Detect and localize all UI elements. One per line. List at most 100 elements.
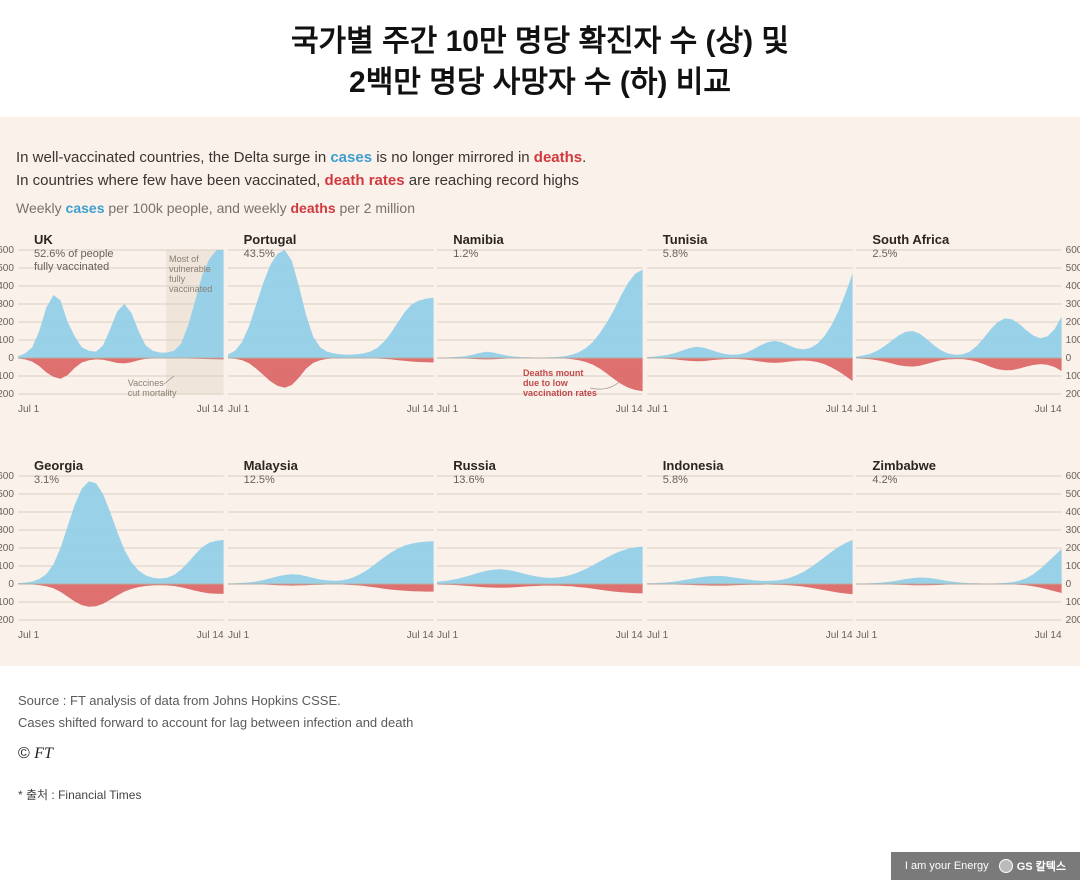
- svg-text:Jul 1: Jul 1: [856, 630, 878, 641]
- death-rates-word: death rates: [325, 172, 405, 189]
- svg-text:600: 600: [1066, 471, 1080, 482]
- svg-text:Jul 1: Jul 1: [437, 404, 459, 415]
- panel-country: Zimbabwe: [872, 458, 936, 473]
- svg-text:400: 400: [0, 507, 14, 518]
- svg-text:0: 0: [1066, 579, 1072, 590]
- panel-vax-pct: 13.6%: [453, 474, 484, 487]
- svg-text:400: 400: [1066, 507, 1080, 518]
- svg-text:Jul 14: Jul 14: [616, 404, 643, 415]
- svg-text:200: 200: [1066, 317, 1080, 328]
- svg-text:100: 100: [1066, 561, 1080, 572]
- svg-text:Jul 14: Jul 14: [406, 630, 433, 641]
- svg-text:Jul 14: Jul 14: [197, 630, 224, 641]
- svg-text:500: 500: [0, 489, 14, 500]
- chart-panel: South Africa2.5%600500400300200100100200…: [854, 238, 1064, 418]
- svg-text:500: 500: [1066, 263, 1080, 274]
- svg-text:100: 100: [1066, 597, 1080, 608]
- svg-text:Jul 1: Jul 1: [856, 404, 878, 415]
- svg-text:200: 200: [0, 543, 14, 554]
- chart-panel: Tunisia5.8%Jul 1Jul 14: [645, 238, 855, 418]
- gs-brand: GS 칼텍스: [999, 858, 1066, 874]
- source-block: Source : FT analysis of data from Johns …: [0, 666, 1080, 806]
- svg-text:Jul 1: Jul 1: [437, 630, 459, 641]
- panel-country: UK: [34, 232, 53, 247]
- svg-text:300: 300: [1066, 299, 1080, 310]
- svg-text:100: 100: [1066, 335, 1080, 346]
- source-line1: Source : FT analysis of data from Johns …: [18, 690, 1062, 712]
- svg-text:300: 300: [1066, 525, 1080, 536]
- svg-text:0: 0: [8, 353, 14, 364]
- svg-text:500: 500: [0, 263, 14, 274]
- svg-text:600: 600: [1066, 245, 1080, 256]
- chart-panel: Portugal43.5%Jul 1Jul 14: [226, 238, 436, 418]
- panel-country: Portugal: [244, 232, 297, 247]
- cases-word: cases: [330, 149, 372, 166]
- svg-text:100: 100: [1066, 371, 1080, 382]
- svg-text:300: 300: [0, 525, 14, 536]
- page-title-block: 국가별 주간 10만 명당 확진자 수 (상) 및 2백만 명당 사망자 수 (…: [0, 0, 1080, 117]
- panel-vax-pct: 12.5%: [244, 474, 275, 487]
- svg-text:Jul 1: Jul 1: [228, 404, 250, 415]
- title-line1: 국가별 주간 10만 명당 확진자 수 (상) 및: [291, 25, 789, 58]
- chart-panel: Namibia1.2%Jul 1Jul 14Deaths mountdue to…: [435, 238, 645, 418]
- panel-vax-pct: 5.8%: [663, 248, 688, 261]
- panel-country: Indonesia: [663, 458, 724, 473]
- svg-text:200: 200: [1066, 615, 1080, 626]
- svg-text:200: 200: [0, 317, 14, 328]
- energy-slogan: I am your Energy: [905, 860, 989, 872]
- panel-vax-pct: 3.1%: [34, 474, 59, 487]
- svg-text:Jul 14: Jul 14: [1035, 404, 1062, 415]
- panel-country: Malaysia: [244, 458, 298, 473]
- panel-vax-pct: 4.2%: [872, 474, 897, 487]
- svg-text:200: 200: [1066, 389, 1080, 400]
- svg-text:600: 600: [0, 471, 14, 482]
- svg-text:400: 400: [0, 281, 14, 292]
- svg-text:Jul 14: Jul 14: [616, 630, 643, 641]
- svg-text:Jul 1: Jul 1: [647, 630, 669, 641]
- svg-text:200: 200: [1066, 543, 1080, 554]
- source-line2: Cases shifted forward to account for lag…: [18, 712, 1062, 734]
- gs-logo-icon: [999, 859, 1013, 873]
- chart-panel: Malaysia12.5%Jul 1Jul 14: [226, 464, 436, 644]
- svg-text:300: 300: [0, 299, 14, 310]
- svg-text:200: 200: [0, 615, 14, 626]
- chart-panel: Indonesia5.8%Jul 1Jul 14: [645, 464, 855, 644]
- chart-area: In well-vaccinated countries, the Delta …: [0, 117, 1080, 666]
- deaths-word: deaths: [534, 149, 582, 166]
- sub-description: Weekly cases per 100k people, and weekly…: [16, 200, 1064, 216]
- svg-text:Jul 14: Jul 14: [406, 404, 433, 415]
- svg-text:100: 100: [0, 335, 14, 346]
- chart-panel: Russia13.6%Jul 1Jul 14: [435, 464, 645, 644]
- panel-vax-pct: 2.5%: [872, 248, 897, 261]
- intro-text: In well-vaccinated countries, the Delta …: [16, 147, 1064, 192]
- panel-country: South Africa: [872, 232, 949, 247]
- chart-panel: UK52.6% of people fully vaccinated600500…: [16, 238, 226, 418]
- chart-panel: Georgia3.1%6005004003002001001002000Jul …: [16, 464, 226, 644]
- panel-vax-pct: 5.8%: [663, 474, 688, 487]
- panel-vax-pct: 43.5%: [244, 248, 275, 261]
- svg-text:Jul 14: Jul 14: [1035, 630, 1062, 641]
- svg-text:Jul 14: Jul 14: [826, 404, 853, 415]
- svg-text:Jul 1: Jul 1: [18, 630, 40, 641]
- panel-country: Russia: [453, 458, 496, 473]
- svg-text:Jul 14: Jul 14: [826, 630, 853, 641]
- footer-badge: I am your Energy GS 칼텍스: [891, 852, 1080, 880]
- chart-panel: Zimbabwe4.2%6005004003002001001002000Jul…: [854, 464, 1064, 644]
- svg-text:100: 100: [0, 371, 14, 382]
- svg-text:Jul 14: Jul 14: [197, 404, 224, 415]
- panel-country: Georgia: [34, 458, 83, 473]
- panel-vax-pct: 1.2%: [453, 248, 478, 261]
- svg-text:500: 500: [1066, 489, 1080, 500]
- svg-text:Jul 1: Jul 1: [647, 404, 669, 415]
- svg-text:Jul 1: Jul 1: [18, 404, 40, 415]
- svg-text:100: 100: [0, 597, 14, 608]
- page-title: 국가별 주간 10만 명당 확진자 수 (상) 및 2백만 명당 사망자 수 (…: [0, 22, 1080, 103]
- svg-text:Deaths mountdue to lowvaccinat: Deaths mountdue to lowvaccination rates: [523, 368, 597, 398]
- svg-text:600: 600: [0, 245, 14, 256]
- korean-source: * 출처 : Financial Times: [18, 785, 1062, 805]
- panel-country: Namibia: [453, 232, 504, 247]
- svg-text:100: 100: [0, 561, 14, 572]
- svg-text:0: 0: [1066, 353, 1072, 364]
- svg-text:200: 200: [0, 389, 14, 400]
- svg-text:0: 0: [8, 579, 14, 590]
